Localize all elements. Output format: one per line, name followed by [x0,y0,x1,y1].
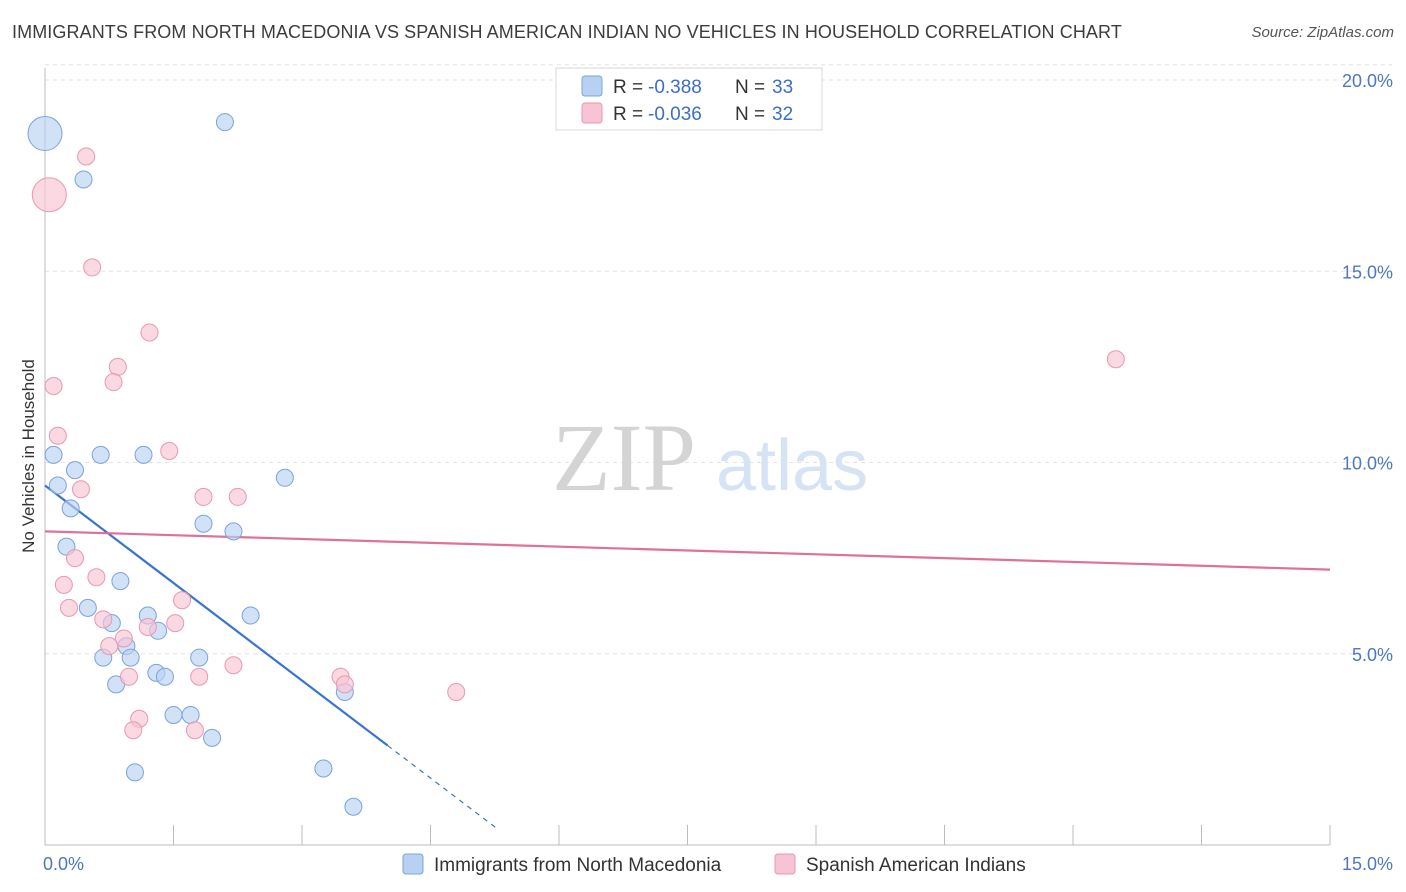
point-pink-3 [140,323,159,342]
point-pink-28 [447,683,466,701]
point-blue-5 [134,445,153,464]
bottom-legend-swatch-pink [774,853,796,875]
point-blue-29 [203,728,222,747]
legend-n-value-1: 33 [772,77,793,98]
point-blue-31 [125,763,144,782]
point-blue-0 [27,116,63,152]
point-blue-9 [61,499,80,518]
point-pink-17 [59,598,78,617]
point-pink-25 [190,667,209,686]
point-blue-27 [164,705,183,724]
legend-r-value-2: -0.036 [648,104,702,125]
point-blue-13 [111,572,130,591]
point-pink-10 [71,480,90,499]
point-pink-13 [65,549,84,568]
point-pink-16 [173,591,192,610]
point-pink-21 [114,629,133,648]
y-tick-label-0: 5.0% [1352,645,1393,665]
point-blue-8 [275,468,294,487]
point-pink-9 [160,442,179,461]
point-blue-1 [215,113,234,132]
trend-lines [44,484,1331,831]
point-blue-14 [78,598,97,617]
point-pink-1 [77,147,96,166]
point-blue-30 [314,759,333,778]
point-pink-19 [166,614,185,633]
point-pink-11 [194,487,213,506]
x-tick-label-1: 15.0% [1342,854,1393,874]
point-pink-23 [224,656,243,675]
point-pink-5 [108,357,127,376]
point-pink-18 [94,610,113,629]
point-blue-21 [121,648,140,667]
bottom-legend-label-pink: Spanish American Indians [806,855,1026,876]
y-tick-label-1: 10.0% [1342,454,1393,474]
legend-swatch-blue [581,75,603,97]
point-pink-24 [119,667,138,686]
legend: R = -0.388 N = 33 R = -0.036 N = 32 [555,67,823,131]
point-blue-2 [74,170,93,189]
y-tick-label-3: 20.0% [1342,71,1393,91]
point-pink-0 [31,177,67,213]
point-pink-7 [44,377,63,395]
point-blue-22 [190,648,209,667]
trend-line-blue [44,484,389,747]
legend-n-label-1: N = [735,77,765,98]
legend-n-label-2: N = [735,104,765,125]
tick-labels: 5.0% 10.0% 15.0% 20.0% 0.0% 15.0% [43,71,1393,874]
legend-n-value-2: 32 [772,104,793,125]
point-pink-30 [124,721,143,740]
y-axis-label: No Vehicles in Household [19,359,38,553]
point-blue-28 [181,705,200,724]
point-blue-24 [155,667,174,686]
data-points [27,113,1125,816]
x-tick-label-0: 0.0% [43,854,84,874]
legend-swatch-pink [581,102,603,124]
trend-line-pink [44,530,1331,571]
legend-r-label-2: R = [613,104,643,125]
watermark-zip: ZIP [552,404,696,511]
point-pink-15 [54,575,73,594]
point-pink-2 [83,258,102,277]
point-blue-7 [48,476,67,495]
chart-title: IMMIGRANTS FROM NORTH MACEDONIA VS SPANI… [12,22,1122,42]
point-blue-4 [91,445,110,464]
point-blue-11 [224,522,243,541]
watermark-atlas: atlas [716,426,868,506]
point-blue-3 [44,445,63,464]
point-pink-27 [335,675,354,694]
legend-r-label-1: R = [613,77,643,98]
point-pink-31 [185,721,204,740]
point-pink-20 [138,617,157,636]
legend-r-value-1: -0.388 [648,77,702,98]
trend-line-blue-extension [387,745,500,831]
point-pink-12 [228,487,247,506]
source-label: Source: ZipAtlas.com [1251,24,1394,41]
grid-lines [45,64,1392,655]
bottom-legend-swatch-blue [402,853,424,875]
bottom-legend-label-blue: Immigrants from North Macedonia [434,855,722,876]
watermark: ZIP atlas [552,404,868,511]
point-pink-22 [100,637,119,656]
point-pink-8 [48,426,67,445]
bottom-legend: Immigrants from North Macedonia Spanish … [402,853,1026,876]
point-pink-14 [87,568,106,587]
point-blue-16 [241,606,260,625]
point-blue-10 [194,514,213,533]
point-blue-6 [65,461,84,480]
y-tick-label-2: 15.0% [1342,262,1393,282]
point-pink-6 [104,373,123,392]
point-pink-4 [1106,350,1125,369]
point-blue-32 [344,797,363,816]
